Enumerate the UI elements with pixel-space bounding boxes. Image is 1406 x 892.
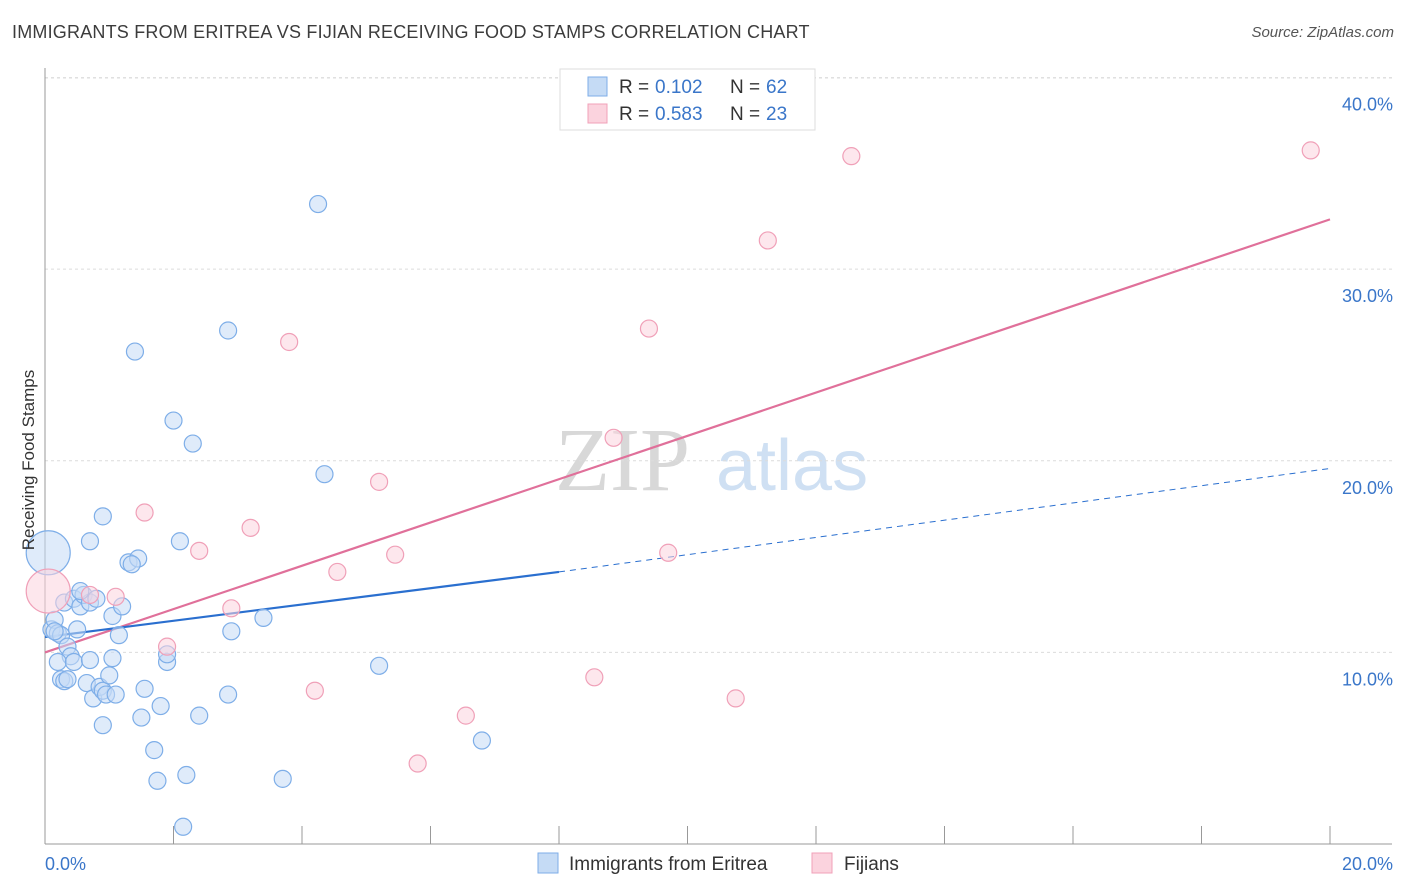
point-eritrea bbox=[219, 685, 238, 704]
bottom-legend-label-blue: Immigrants from Eritrea bbox=[569, 854, 768, 875]
point-fijians bbox=[639, 319, 659, 338]
y-tick-label: 30.0% bbox=[1342, 286, 1393, 306]
point-eritrea bbox=[106, 685, 125, 704]
point-fijians bbox=[280, 332, 299, 352]
legend-r-value-pink: 0.583 bbox=[655, 104, 703, 125]
point-eritrea bbox=[64, 652, 84, 672]
point-eritrea bbox=[151, 696, 170, 716]
point-fijians bbox=[585, 668, 604, 687]
point-fijians bbox=[758, 231, 777, 250]
x-tick-label: 20.0% bbox=[1342, 854, 1393, 874]
point-eritrea bbox=[174, 817, 193, 836]
bottom-legend-swatch-blue bbox=[537, 852, 559, 874]
point-fijians bbox=[25, 568, 71, 614]
point-eritrea bbox=[183, 434, 202, 453]
point-fijians bbox=[842, 147, 861, 166]
point-eritrea bbox=[58, 670, 77, 689]
point-eritrea bbox=[93, 716, 112, 735]
point-fijians bbox=[190, 541, 209, 560]
point-eritrea bbox=[190, 706, 209, 725]
point-eritrea bbox=[100, 666, 119, 685]
point-fijians bbox=[305, 681, 324, 700]
legend-n-label: N = bbox=[730, 104, 760, 125]
point-eritrea bbox=[370, 656, 389, 675]
legend-r-label: R = bbox=[619, 104, 649, 125]
legend-r-value-blue: 0.102 bbox=[655, 77, 703, 98]
point-eritrea bbox=[68, 620, 87, 639]
point-eritrea bbox=[148, 771, 167, 790]
point-fijians bbox=[370, 472, 389, 491]
watermark-atlas: atlas bbox=[716, 426, 868, 506]
point-fijians bbox=[157, 637, 177, 656]
point-fijians bbox=[222, 599, 241, 618]
point-eritrea bbox=[222, 622, 241, 641]
legend: R = 0.102 N = 62 R = 0.583 N = 23 bbox=[559, 68, 816, 131]
point-eritrea bbox=[48, 652, 67, 672]
y-axis-label: Receiving Food Stamps bbox=[19, 370, 38, 550]
source-label: Source: ZipAtlas.com bbox=[1251, 24, 1394, 41]
point-eritrea bbox=[164, 411, 183, 430]
point-fijians bbox=[241, 518, 260, 537]
legend-swatch-pink bbox=[587, 103, 608, 124]
legend-r-label: R = bbox=[619, 77, 649, 98]
point-eritrea bbox=[177, 765, 196, 785]
point-eritrea bbox=[315, 465, 334, 484]
point-fijians bbox=[328, 562, 347, 582]
legend-n-value-blue: 62 bbox=[766, 77, 787, 98]
point-fijians bbox=[135, 503, 154, 522]
point-eritrea bbox=[145, 741, 164, 760]
point-eritrea bbox=[219, 321, 238, 340]
point-eritrea bbox=[170, 532, 190, 551]
legend-n-value-pink: 23 bbox=[766, 104, 787, 125]
trend-line-eritrea-extension bbox=[558, 467, 1331, 573]
bottom-legend: Immigrants from Eritrea Fijians bbox=[537, 852, 899, 875]
point-fijians bbox=[408, 754, 427, 773]
chart-title: IMMIGRANTS FROM ERITREA VS FIJIAN RECEIV… bbox=[12, 22, 810, 42]
point-eritrea bbox=[308, 194, 328, 214]
y-tick-label: 10.0% bbox=[1342, 669, 1393, 689]
point-fijians bbox=[726, 689, 745, 708]
point-eritrea bbox=[132, 708, 151, 727]
point-fijians bbox=[386, 545, 405, 564]
trend-line-eritrea bbox=[44, 570, 560, 639]
point-eritrea bbox=[125, 342, 145, 361]
point-fijians bbox=[604, 428, 623, 447]
point-eritrea bbox=[45, 622, 64, 641]
point-eritrea bbox=[254, 608, 273, 628]
point-eritrea bbox=[122, 555, 141, 574]
point-eritrea bbox=[109, 626, 128, 645]
point-fijians bbox=[1301, 141, 1320, 160]
legend-n-label: N = bbox=[730, 77, 760, 98]
point-fijians bbox=[659, 543, 678, 562]
bottom-legend-label-pink: Fijians bbox=[844, 854, 899, 875]
point-fijians bbox=[456, 706, 475, 725]
point-eritrea bbox=[93, 507, 112, 526]
point-fijians bbox=[80, 585, 100, 605]
legend-swatch-blue bbox=[587, 76, 608, 97]
bottom-legend-swatch-pink bbox=[811, 852, 833, 874]
trend-line-fijians bbox=[44, 218, 1331, 654]
y-tick-label: 20.0% bbox=[1342, 478, 1393, 498]
point-fijians bbox=[106, 587, 125, 606]
point-eritrea bbox=[80, 532, 100, 551]
point-eritrea bbox=[80, 650, 100, 670]
point-eritrea bbox=[273, 769, 292, 788]
point-eritrea bbox=[135, 679, 154, 698]
x-tick-label: 0.0% bbox=[45, 854, 86, 874]
y-tick-label: 40.0% bbox=[1342, 95, 1393, 115]
point-eritrea bbox=[103, 649, 122, 668]
point-eritrea bbox=[472, 731, 491, 750]
